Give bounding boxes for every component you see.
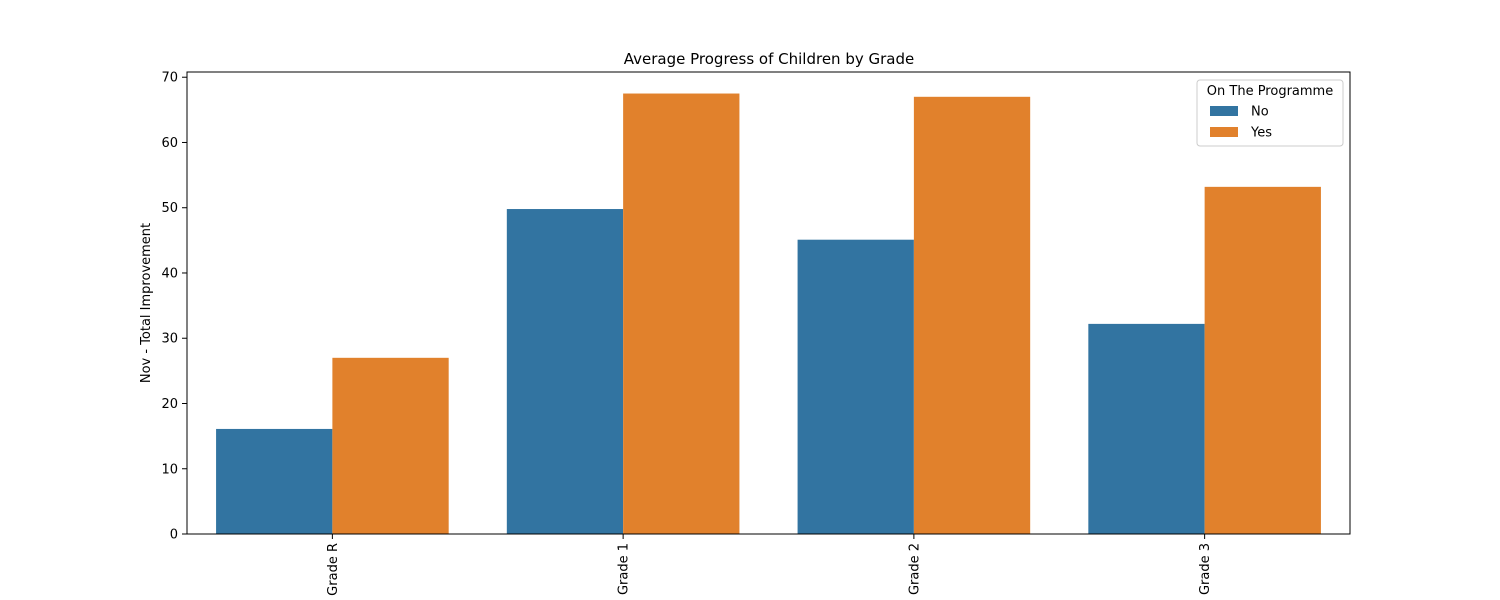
bar-no-grade-1 xyxy=(506,209,624,534)
y-tick-label: 50 xyxy=(161,201,178,216)
x-tick-label: Grade R xyxy=(326,543,341,596)
x-tick-label: Grade 1 xyxy=(617,543,632,595)
bar-yes-grade-3 xyxy=(1204,186,1321,534)
legend-label-no: No xyxy=(1251,105,1269,120)
y-tick-label: 0 xyxy=(170,528,178,543)
bar-no-grade-3 xyxy=(1088,323,1205,534)
y-tick-label: 20 xyxy=(161,397,178,412)
bar-yes-grade-2 xyxy=(913,96,1031,535)
x-tick-label: Grade 2 xyxy=(907,543,922,595)
x-ticks-layer: Grade R Grade 1 Grade 2 Grade 3 xyxy=(326,534,1213,596)
y-tick-label: 10 xyxy=(161,462,178,477)
legend-swatch-no xyxy=(1210,106,1238,116)
y-tick-label: 60 xyxy=(161,136,178,151)
bar-no-grade-2 xyxy=(797,239,914,534)
legend-items: No Yes xyxy=(1210,105,1272,141)
y-tick-label: 40 xyxy=(161,266,178,281)
legend-label-yes: Yes xyxy=(1250,126,1272,141)
plot-frame xyxy=(186,71,1351,535)
bar-yes-grade-r xyxy=(332,357,449,534)
y-tick-label: 70 xyxy=(161,71,178,86)
legend-swatch-yes xyxy=(1210,127,1238,137)
legend-title: On The Programme xyxy=(1207,84,1333,99)
y-axis-label: Nov - Total Improvement xyxy=(139,223,154,383)
chart-title: Average Progress of Children by Grade xyxy=(624,50,914,68)
bars-layer xyxy=(216,93,1321,535)
x-tick-label: Grade 3 xyxy=(1198,543,1213,595)
bar-no-grade-r xyxy=(216,428,333,534)
legend: On The Programme No Yes xyxy=(1196,79,1344,147)
bar-yes-grade-1 xyxy=(623,93,740,534)
y-tick-label: 30 xyxy=(161,332,178,347)
y-ticks-layer: 0 10 20 30 40 50 60 70 xyxy=(161,71,187,543)
